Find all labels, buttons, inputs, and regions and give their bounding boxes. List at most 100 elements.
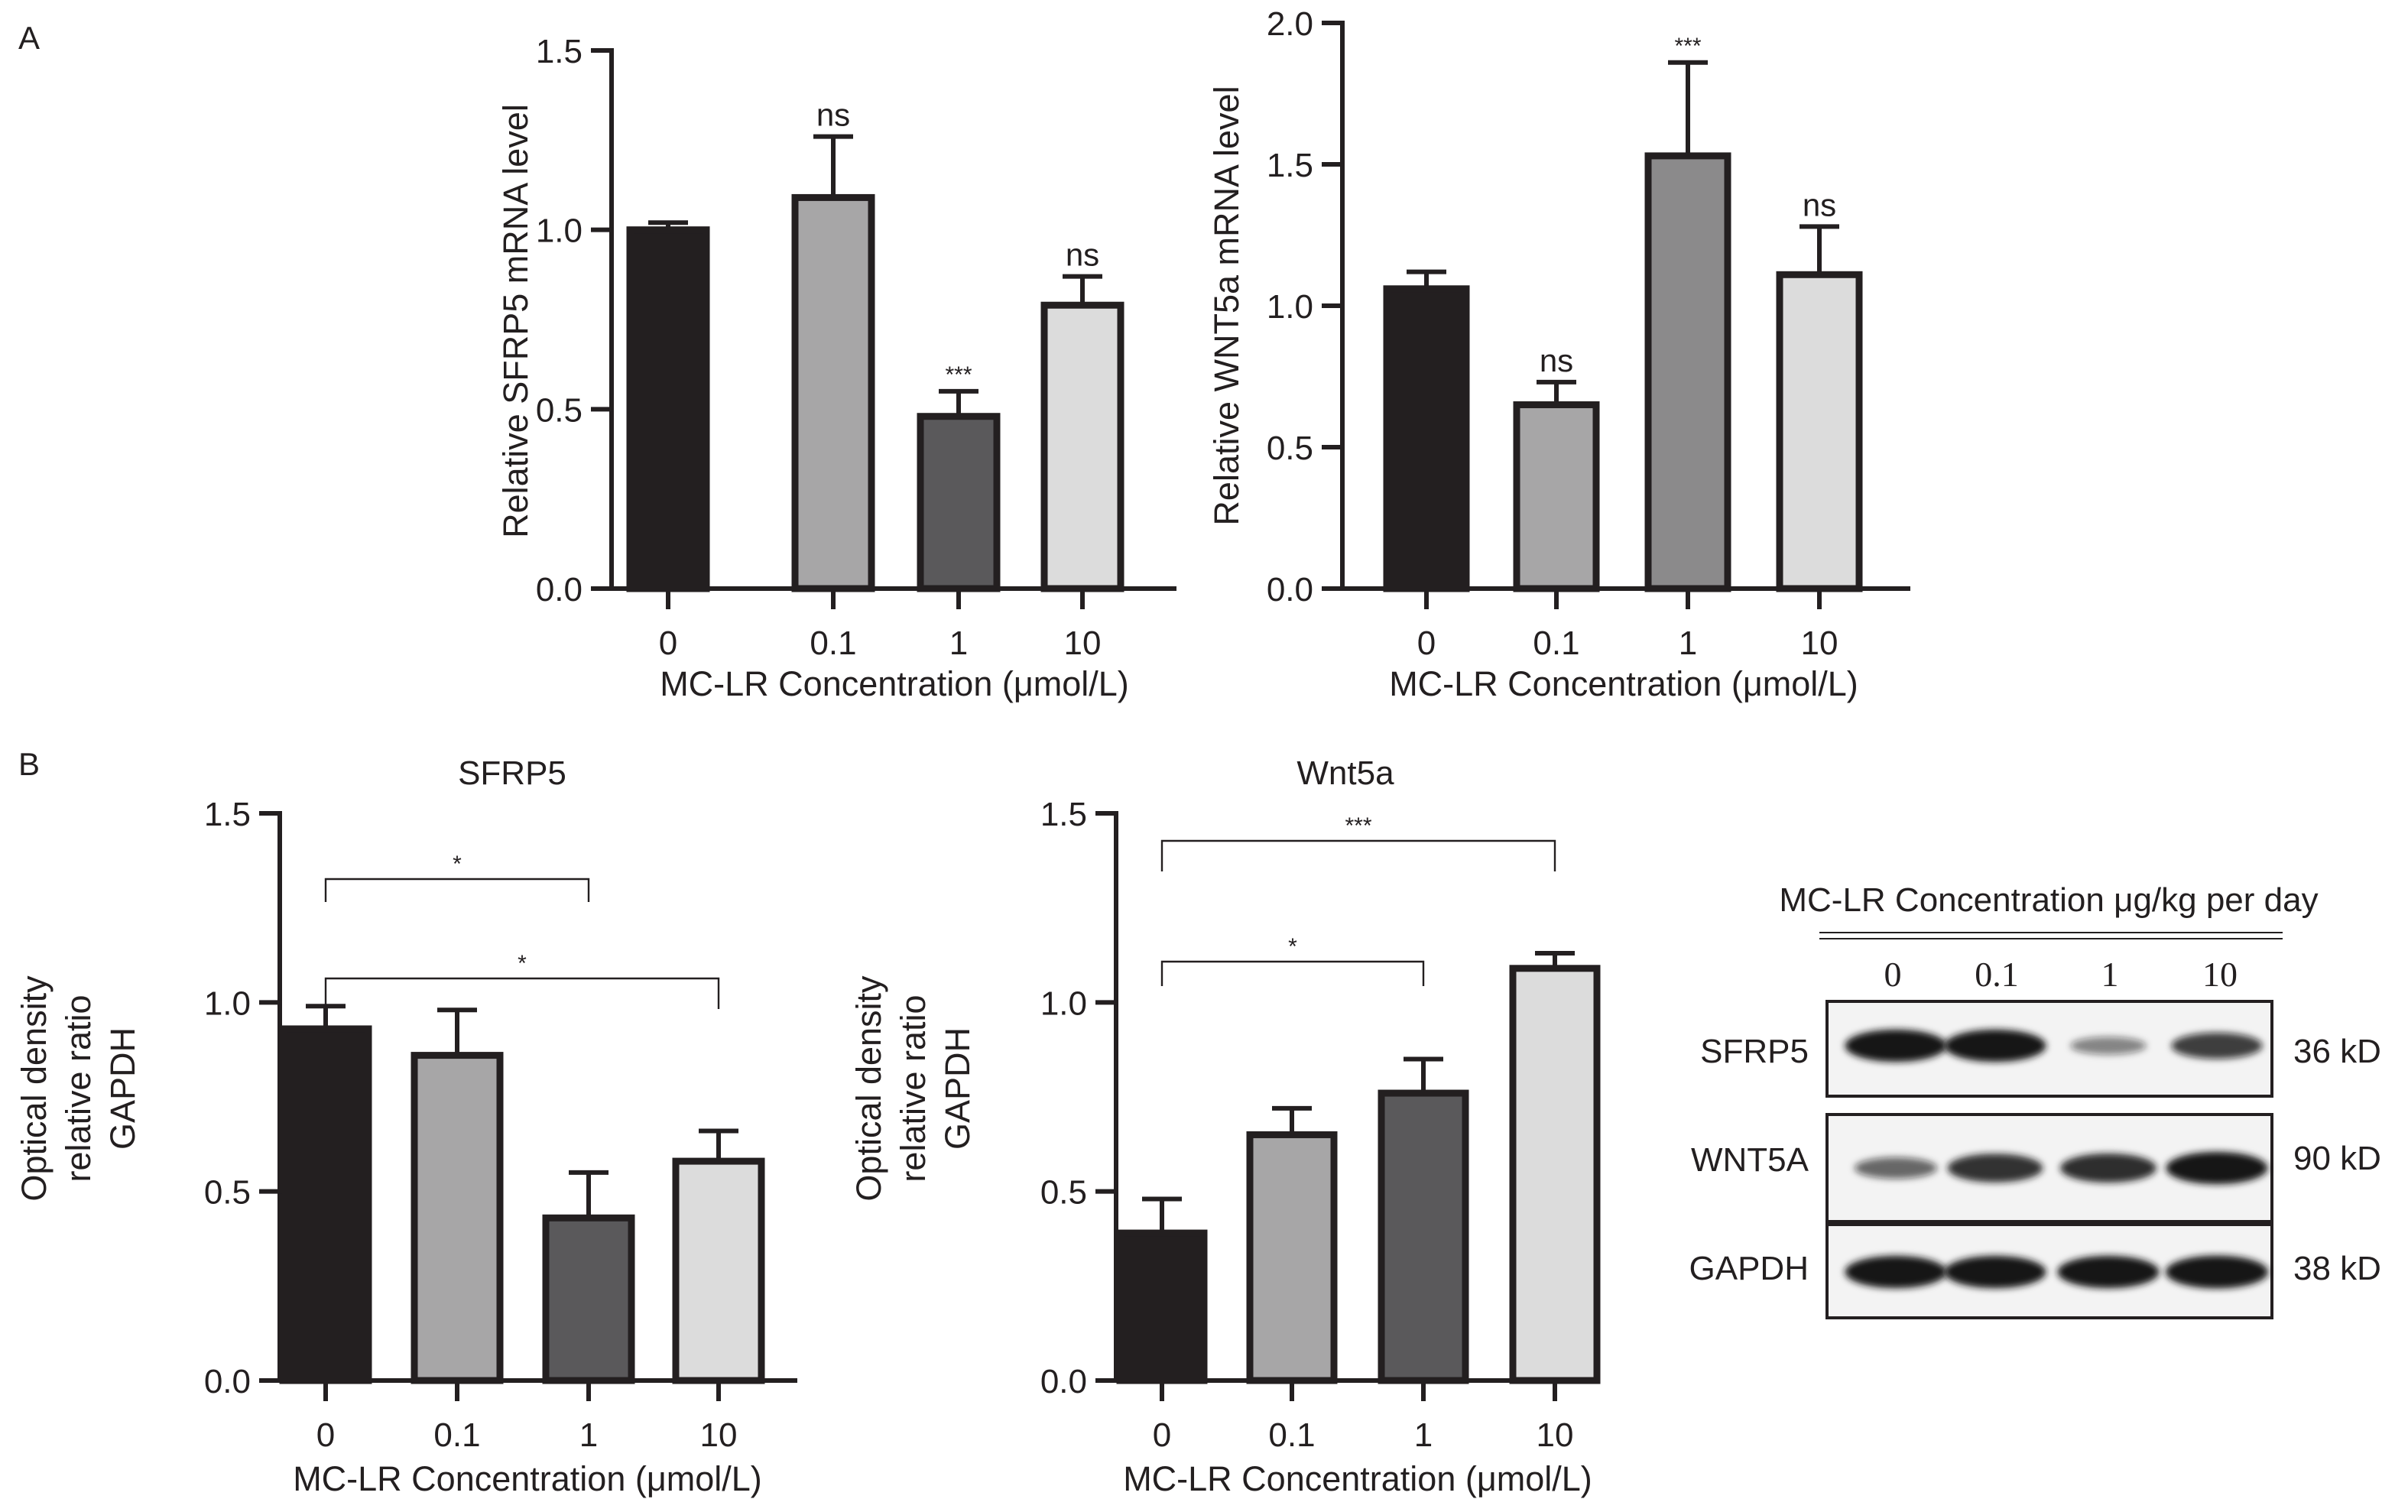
x-tick-label: 0 bbox=[659, 625, 677, 662]
protein-band bbox=[1845, 1029, 1947, 1063]
x-tick-label: 10 bbox=[1537, 1416, 1574, 1454]
x-tick-label: 0.1 bbox=[1533, 625, 1579, 662]
bar bbox=[917, 413, 1001, 592]
significance-label: *** bbox=[1674, 34, 1701, 59]
sfrp5-mrna-chart: 0 0.1 ns 1 *** 10 ns 0.0 0.5 1.0 1.5 MC-LR Concentr… bbox=[496, 33, 1176, 703]
x-axis-label: MC-LR Concentration (μmol/L) bbox=[660, 664, 1129, 703]
band-lane-group bbox=[1845, 1255, 2269, 1289]
y-tick-label: 1.0 bbox=[1040, 985, 1087, 1022]
y-axis-label: relative ratio bbox=[59, 994, 98, 1182]
y-tick-label: 1.5 bbox=[536, 33, 583, 70]
x-axis-label: MC-LR Concentration (μmol/L) bbox=[1389, 664, 1858, 703]
protein-band bbox=[1944, 1029, 2046, 1063]
y-tick-label: 0.0 bbox=[204, 1363, 251, 1400]
y-tick-label: 0.5 bbox=[536, 391, 583, 429]
chart-title: SFRP5 bbox=[458, 754, 566, 792]
molecular-weight-label: 38 kD bbox=[2293, 1250, 2381, 1287]
protein-band bbox=[1944, 1255, 2046, 1289]
protein-band bbox=[2171, 1032, 2263, 1059]
protein-band bbox=[2057, 1255, 2160, 1289]
y-axis-label: GAPDH bbox=[938, 1027, 977, 1150]
x-tick-label: 0.1 bbox=[433, 1416, 480, 1454]
significance-bracket bbox=[324, 878, 590, 902]
y-tick-label: 1.5 bbox=[1267, 147, 1313, 184]
x-tick-label: 0.1 bbox=[1268, 1416, 1315, 1454]
significance-label: ns bbox=[816, 97, 850, 133]
protein-band bbox=[1845, 1255, 1947, 1289]
bar bbox=[1040, 301, 1124, 592]
y-axis-label: Relative SFRP5 mRNA level bbox=[496, 104, 535, 538]
significance-label: ns bbox=[1803, 187, 1836, 222]
significance-label: ns bbox=[1066, 237, 1099, 273]
molecular-weight-label: 36 kD bbox=[2293, 1033, 2381, 1070]
significance-bracket-label: * bbox=[518, 951, 527, 976]
y-tick-label: 0.0 bbox=[1040, 1363, 1087, 1400]
y-axis-label: GAPDH bbox=[103, 1027, 142, 1150]
significance-bracket bbox=[1160, 839, 1556, 871]
bar bbox=[1509, 965, 1601, 1384]
x-tick-label: 1 bbox=[1679, 625, 1697, 662]
band-lane-group bbox=[1855, 1151, 2268, 1185]
bar bbox=[1378, 1089, 1469, 1384]
y-axis-label: Optical density bbox=[15, 975, 54, 1202]
blot-row-wnt5a: WNT5A 90 kD bbox=[1691, 1113, 2381, 1223]
sfrp5-density-chart: 0 0.1 1 10 0.0 0.5 1.0 1.5 * * SFRP5 MC-LR Concentr… bbox=[15, 754, 797, 1498]
lane-label: 0 bbox=[1884, 955, 1902, 994]
band-lane-group bbox=[1845, 1029, 2263, 1063]
bar bbox=[1383, 285, 1470, 592]
bar bbox=[1116, 1229, 1208, 1384]
bar bbox=[672, 1157, 765, 1384]
significance-bracket-label: *** bbox=[1345, 813, 1371, 839]
y-axis-label: Relative WNT5a mRNA level bbox=[1207, 86, 1246, 525]
significance-bracket bbox=[1160, 960, 1425, 986]
blot-title: MC-LR Concentration μg/kg per day bbox=[1779, 881, 2318, 919]
x-tick-label: 0.1 bbox=[810, 625, 856, 662]
y-tick-label: 0.0 bbox=[536, 571, 583, 608]
protein-band bbox=[2165, 1255, 2269, 1289]
blot-row-gapdh: GAPDH 38 kD bbox=[1689, 1223, 2381, 1319]
x-tick-label: 10 bbox=[1801, 625, 1838, 662]
wnt5a-mrna-chart: 0 0.1 ns 1 *** 10 ns 0.0 0.5 1.0 1.5 2.0 MC-LR Conce… bbox=[1207, 5, 1910, 703]
y-tick-label: 1.0 bbox=[204, 985, 251, 1022]
protein-band bbox=[1855, 1157, 1937, 1179]
x-tick-label: 0 bbox=[316, 1416, 335, 1454]
x-tick-label: 0 bbox=[1153, 1416, 1171, 1454]
bar bbox=[542, 1214, 635, 1384]
x-tick-label: 0 bbox=[1417, 625, 1436, 662]
western-blot: MC-LR Concentration μg/kg per day 0 0.1 … bbox=[1689, 881, 2381, 1319]
lane-label: 0.1 bbox=[1975, 955, 2019, 994]
lane-label: 10 bbox=[2202, 955, 2238, 994]
y-tick-label: 1.0 bbox=[1267, 288, 1313, 326]
y-tick-label: 1.5 bbox=[1040, 796, 1087, 833]
significance-label: ns bbox=[1540, 342, 1573, 378]
protein-label: SFRP5 bbox=[1700, 1033, 1809, 1070]
x-tick-label: 10 bbox=[700, 1416, 738, 1454]
x-tick-label: 10 bbox=[1064, 625, 1102, 662]
y-tick-label: 0.5 bbox=[204, 1174, 251, 1212]
bar bbox=[791, 193, 875, 592]
bar bbox=[1513, 401, 1600, 592]
panel-label-b: B bbox=[18, 746, 40, 782]
protein-band bbox=[2166, 1151, 2268, 1185]
bar bbox=[1644, 152, 1731, 592]
bar bbox=[279, 1025, 372, 1384]
bar bbox=[1776, 271, 1863, 592]
lane-label: 1 bbox=[2101, 955, 2119, 994]
y-tick-label: 2.0 bbox=[1267, 5, 1313, 43]
bar bbox=[626, 226, 710, 592]
y-axis-label: Optical density bbox=[849, 975, 888, 1202]
chart-title: Wnt5a bbox=[1296, 754, 1394, 792]
blot-row-sfrp5: SFRP5 36 kD bbox=[1700, 1000, 2381, 1098]
x-axis-label: MC-LR Concentration (μmol/L) bbox=[293, 1459, 762, 1498]
protein-label: GAPDH bbox=[1689, 1250, 1809, 1287]
y-tick-label: 1.0 bbox=[536, 213, 583, 250]
significance-bracket-label: * bbox=[453, 852, 462, 877]
y-tick-label: 1.5 bbox=[204, 796, 251, 833]
bar bbox=[411, 1052, 504, 1384]
y-tick-label: 0.0 bbox=[1267, 571, 1313, 608]
significance-bracket-label: * bbox=[1288, 934, 1297, 959]
protein-band bbox=[2060, 1153, 2156, 1183]
